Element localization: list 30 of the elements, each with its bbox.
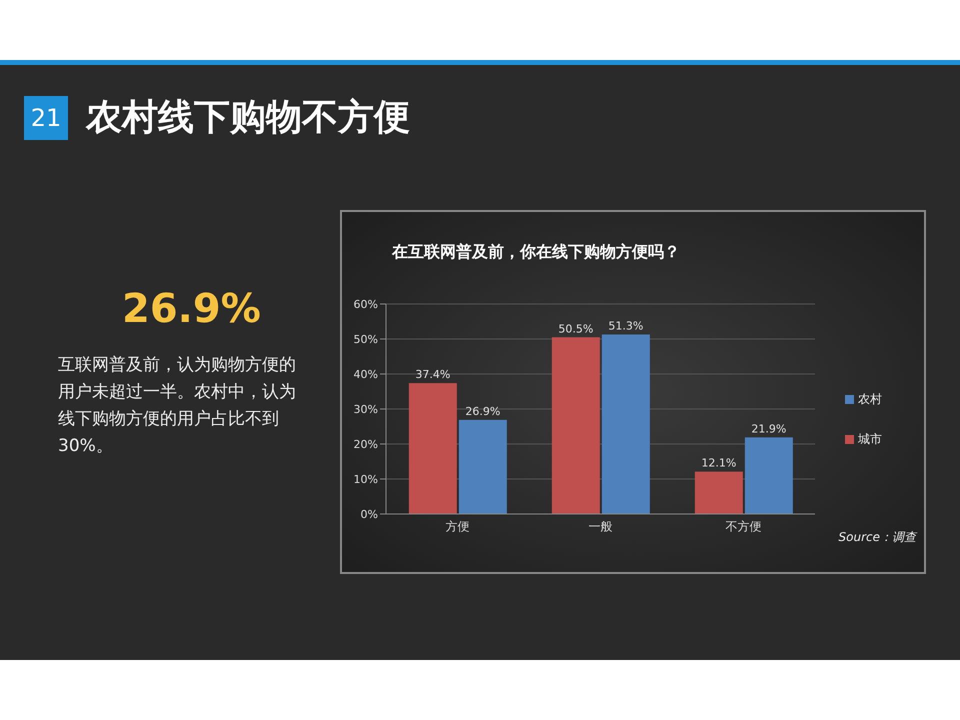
x-tick-label: 一般 xyxy=(588,520,612,534)
text: 互联网普及前，认为购物方便的用户未超过一半。农村中，认为线下购物方便的用户占比不到30%。 xyxy=(58,354,297,458)
y-tick-label: 20% xyxy=(354,438,378,451)
data-label: 37.4% xyxy=(415,368,450,382)
bar xyxy=(458,420,507,514)
legend-label: 城市 xyxy=(858,432,882,446)
text: 21 xyxy=(24,96,68,140)
y-tick-label: 30% xyxy=(354,402,378,416)
bar xyxy=(694,472,743,514)
y-tick-label: 10% xyxy=(354,472,378,486)
bar xyxy=(408,383,457,514)
bar xyxy=(552,337,600,514)
legend-label: 农村 xyxy=(858,392,882,406)
chart-title: 在互联网普及前，你在线下购物方便吗？ xyxy=(392,242,680,263)
x-tick-label: 方便 xyxy=(446,520,470,534)
data-label: 21.9% xyxy=(751,422,786,436)
data-label: 51.3% xyxy=(608,319,644,332)
source-note: Source：调查 xyxy=(838,529,916,546)
data-label: 50.5% xyxy=(558,322,594,336)
y-tick-label: 50% xyxy=(354,332,378,346)
y-tick-label: 0% xyxy=(360,508,378,521)
data-label: 12.1% xyxy=(701,456,736,470)
bar xyxy=(602,334,650,514)
x-tick-label: 不方便 xyxy=(726,520,762,534)
y-tick-label: 40% xyxy=(354,368,378,381)
text: 农村线下购物不方便 xyxy=(86,96,410,140)
bar xyxy=(744,437,793,514)
data-label: 26.9% xyxy=(465,404,500,418)
y-tick-label: 60% xyxy=(354,298,378,311)
text: 26.9% xyxy=(122,286,261,332)
